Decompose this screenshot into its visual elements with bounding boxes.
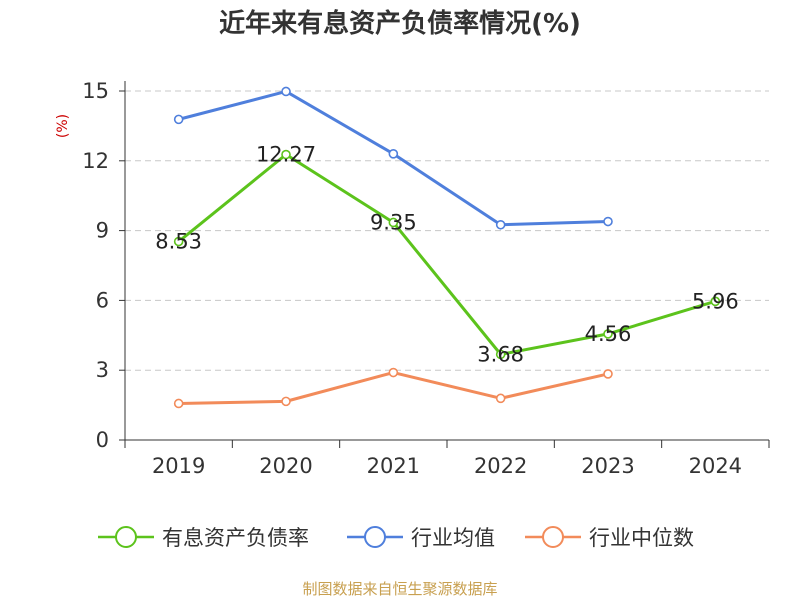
x-tick-label: 2024 — [689, 454, 742, 478]
y-tick-label: 15 — [82, 79, 109, 103]
series-line — [177, 153, 716, 356]
legend-label: 行业均值 — [411, 526, 495, 550]
data-point — [281, 396, 291, 407]
data-point — [603, 216, 613, 227]
y-axis-unit: (%) — [55, 114, 71, 138]
legend-label: 行业中位数 — [589, 526, 694, 550]
x-tick-label: 2020 — [259, 454, 312, 478]
data-label: 4.56 — [585, 322, 632, 346]
data-point — [173, 398, 184, 409]
x-tick-label: 2023 — [581, 454, 634, 478]
data-point — [710, 296, 721, 307]
y-tick-label: 12 — [82, 149, 109, 173]
data-point — [495, 219, 506, 230]
y-tick-label: 0 — [96, 428, 109, 452]
data-point — [173, 236, 184, 247]
data-point — [603, 329, 613, 339]
y-tick-label: 3 — [96, 358, 109, 382]
axes: 0 3 6 9 12 15 2019 2020 2021 2022 2023 2024 — [82, 79, 770, 478]
data-labels: 8.53 12.27 9.35 3.68 4.56 5.96 — [155, 143, 738, 367]
legend: 有息资产负债率 行业均值 行业中位数 — [98, 526, 694, 550]
data-point — [281, 149, 291, 160]
y-tick-label: 6 — [96, 288, 109, 312]
data-label: 5.96 — [692, 289, 739, 313]
data-point — [388, 367, 399, 378]
y-tick-label: 9 — [96, 219, 109, 243]
data-point — [495, 393, 506, 404]
data-point — [388, 217, 399, 228]
data-label: 8.53 — [155, 230, 202, 254]
x-tick-label: 2021 — [367, 454, 420, 478]
legend-swatch-marker — [115, 526, 137, 548]
data-label: 9.35 — [370, 210, 417, 234]
data-point — [388, 149, 399, 159]
data-point — [603, 369, 613, 379]
data-label: 12.27 — [256, 143, 316, 167]
data-label: 3.68 — [477, 342, 524, 366]
x-tick-label: 2022 — [474, 454, 527, 478]
legend-swatch-marker — [542, 526, 564, 548]
source-note: 制图数据来自恒生聚源数据库 — [302, 580, 497, 598]
data-point — [495, 349, 506, 360]
gridlines — [125, 90, 769, 371]
legend-swatch-marker — [364, 526, 386, 548]
data-point — [281, 86, 291, 97]
series-lines — [173, 86, 721, 409]
chart-title: 近年来有息资产负债率情况(%) — [219, 8, 581, 39]
data-point — [173, 114, 184, 125]
x-tick-label: 2019 — [152, 454, 205, 478]
legend-label: 有息资产负债率 — [162, 526, 309, 550]
